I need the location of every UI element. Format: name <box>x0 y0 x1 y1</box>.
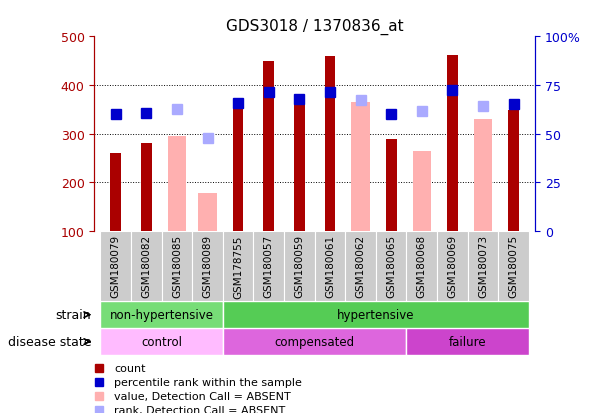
Bar <box>110 154 121 231</box>
Bar <box>468 231 499 301</box>
Text: control: control <box>141 335 182 348</box>
Bar <box>508 111 519 231</box>
Text: GSM180062: GSM180062 <box>356 235 365 298</box>
Text: compensated: compensated <box>275 335 354 348</box>
Text: GSM180065: GSM180065 <box>386 235 396 298</box>
Text: GSM180068: GSM180068 <box>416 235 427 298</box>
Text: hypertensive: hypertensive <box>337 309 415 321</box>
Text: GSM180085: GSM180085 <box>172 235 182 298</box>
Text: GSM180082: GSM180082 <box>141 235 151 298</box>
Text: GSM180057: GSM180057 <box>264 235 274 298</box>
Text: value, Detection Call = ABSENT: value, Detection Call = ABSENT <box>114 391 291 401</box>
Text: GSM180073: GSM180073 <box>478 235 488 298</box>
Bar <box>499 231 529 301</box>
Bar <box>168 137 186 231</box>
Bar <box>294 100 305 231</box>
Text: GSM180089: GSM180089 <box>202 235 213 298</box>
Text: GSM180075: GSM180075 <box>509 235 519 298</box>
Text: rank, Detection Call = ABSENT: rank, Detection Call = ABSENT <box>114 405 285 413</box>
Bar <box>141 144 151 231</box>
Bar <box>376 231 407 301</box>
Bar <box>284 231 315 301</box>
Bar <box>413 151 431 231</box>
Bar <box>233 107 243 231</box>
Bar <box>223 328 407 355</box>
Text: non-hypertensive: non-hypertensive <box>109 309 213 321</box>
Bar <box>100 328 223 355</box>
Text: strain: strain <box>55 309 91 321</box>
Text: GSM180059: GSM180059 <box>294 235 305 298</box>
Bar <box>198 193 216 231</box>
Bar <box>474 120 492 231</box>
Bar <box>223 301 529 328</box>
Bar <box>351 103 370 231</box>
Bar <box>131 231 162 301</box>
Title: GDS3018 / 1370836_at: GDS3018 / 1370836_at <box>226 18 404 34</box>
Text: failure: failure <box>449 335 486 348</box>
Text: disease state: disease state <box>8 335 91 348</box>
Bar <box>254 231 284 301</box>
Bar <box>162 231 192 301</box>
Bar <box>447 56 458 231</box>
Bar <box>407 231 437 301</box>
Text: count: count <box>114 363 145 373</box>
Text: GSM178755: GSM178755 <box>233 235 243 298</box>
Bar <box>345 231 376 301</box>
Bar <box>325 57 335 231</box>
Bar <box>100 231 131 301</box>
Bar <box>263 62 274 231</box>
Bar <box>100 301 223 328</box>
Bar <box>315 231 345 301</box>
Text: GSM180069: GSM180069 <box>447 235 457 298</box>
Text: GSM180079: GSM180079 <box>111 235 120 298</box>
Bar <box>437 231 468 301</box>
Bar <box>386 140 396 231</box>
Text: GSM180061: GSM180061 <box>325 235 335 298</box>
Bar <box>223 231 254 301</box>
Bar <box>407 328 529 355</box>
Bar <box>192 231 223 301</box>
Text: percentile rank within the sample: percentile rank within the sample <box>114 377 302 387</box>
